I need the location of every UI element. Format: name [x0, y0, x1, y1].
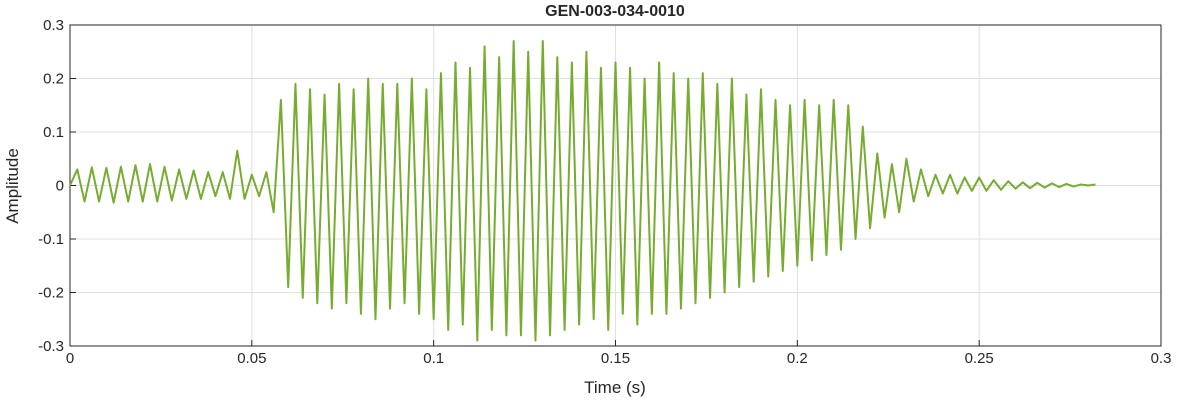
y-tick-label: -0.2 — [38, 285, 64, 302]
x-tick-label: 0.15 — [601, 350, 630, 367]
x-tick-label: 0.05 — [237, 350, 266, 367]
y-tick-label: 0.1 — [43, 124, 64, 141]
x-tick-label: 0.1 — [423, 350, 444, 367]
y-tick-label: 0.3 — [43, 17, 64, 34]
waveform-line — [69, 40, 1096, 342]
y-axis-label: Amplitude — [3, 148, 22, 224]
x-tick-label: 0.3 — [1151, 350, 1172, 367]
x-axis-label: Time (s) — [584, 378, 646, 397]
x-tick-label: 0 — [66, 350, 74, 367]
chart-title: GEN-003-034-0010 — [545, 3, 685, 20]
y-tick-label: -0.1 — [38, 231, 64, 248]
y-tick-label: 0 — [56, 178, 64, 195]
x-tick-label: 0.25 — [965, 350, 994, 367]
x-tick-label: 0.2 — [787, 350, 808, 367]
y-tick-label: -0.3 — [38, 338, 64, 355]
y-tick-label: 0.2 — [43, 71, 64, 88]
